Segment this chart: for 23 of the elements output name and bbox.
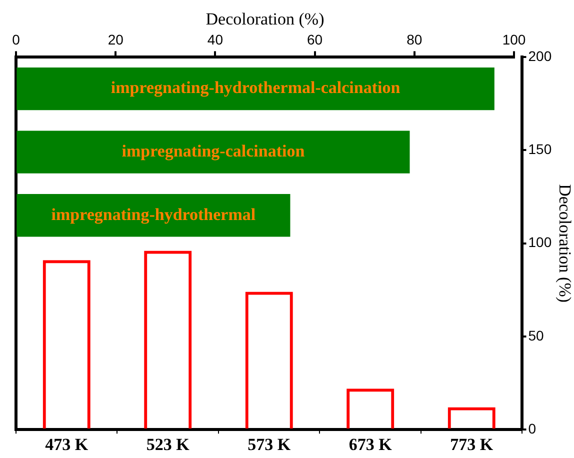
x-tick-label: 40 bbox=[207, 32, 224, 48]
x-tick-label: 573 K bbox=[248, 435, 292, 454]
x-tick-label: 773 K bbox=[450, 435, 494, 454]
y-tick-label: impregnating-hydrothermal-calcination bbox=[110, 78, 401, 98]
bar bbox=[16, 130, 410, 174]
x-tick-label: 0 bbox=[12, 32, 20, 48]
x-tick-label: 80 bbox=[406, 32, 422, 48]
x-tick-label: 20 bbox=[108, 32, 124, 48]
x-tick-label: 523 K bbox=[146, 435, 190, 454]
y-tick-label: impregnating-hydrothermal bbox=[51, 204, 256, 224]
x-tick-label: 100 bbox=[502, 32, 526, 48]
y-tick-label: 200 bbox=[528, 48, 552, 64]
x-axis-title: Decoloration (%) bbox=[206, 10, 324, 29]
y-tick-label: 100 bbox=[528, 234, 552, 250]
y-axis-title: Decoloration (%) bbox=[555, 184, 574, 303]
x-tick-label: 673 K bbox=[348, 435, 393, 454]
y-tick-label: 50 bbox=[528, 327, 544, 344]
bar bbox=[16, 68, 494, 110]
y-tick-label: 0 bbox=[528, 420, 536, 436]
x-tick-label: 473 K bbox=[45, 435, 89, 454]
x-tick-label: 60 bbox=[307, 32, 323, 48]
y-tick-label: 150 bbox=[528, 141, 552, 158]
y-tick-label: impregnating-calcination bbox=[122, 141, 306, 160]
